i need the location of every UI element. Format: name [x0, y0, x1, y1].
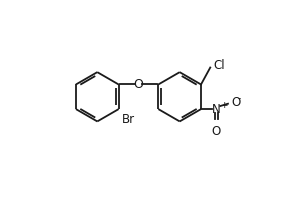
Text: O: O — [232, 97, 241, 110]
Text: +: + — [220, 101, 228, 110]
Text: N: N — [212, 103, 221, 116]
Text: Cl: Cl — [213, 59, 225, 72]
Text: -: - — [237, 95, 240, 104]
Text: Br: Br — [122, 113, 135, 126]
Text: O: O — [133, 78, 143, 91]
Text: O: O — [212, 125, 221, 138]
